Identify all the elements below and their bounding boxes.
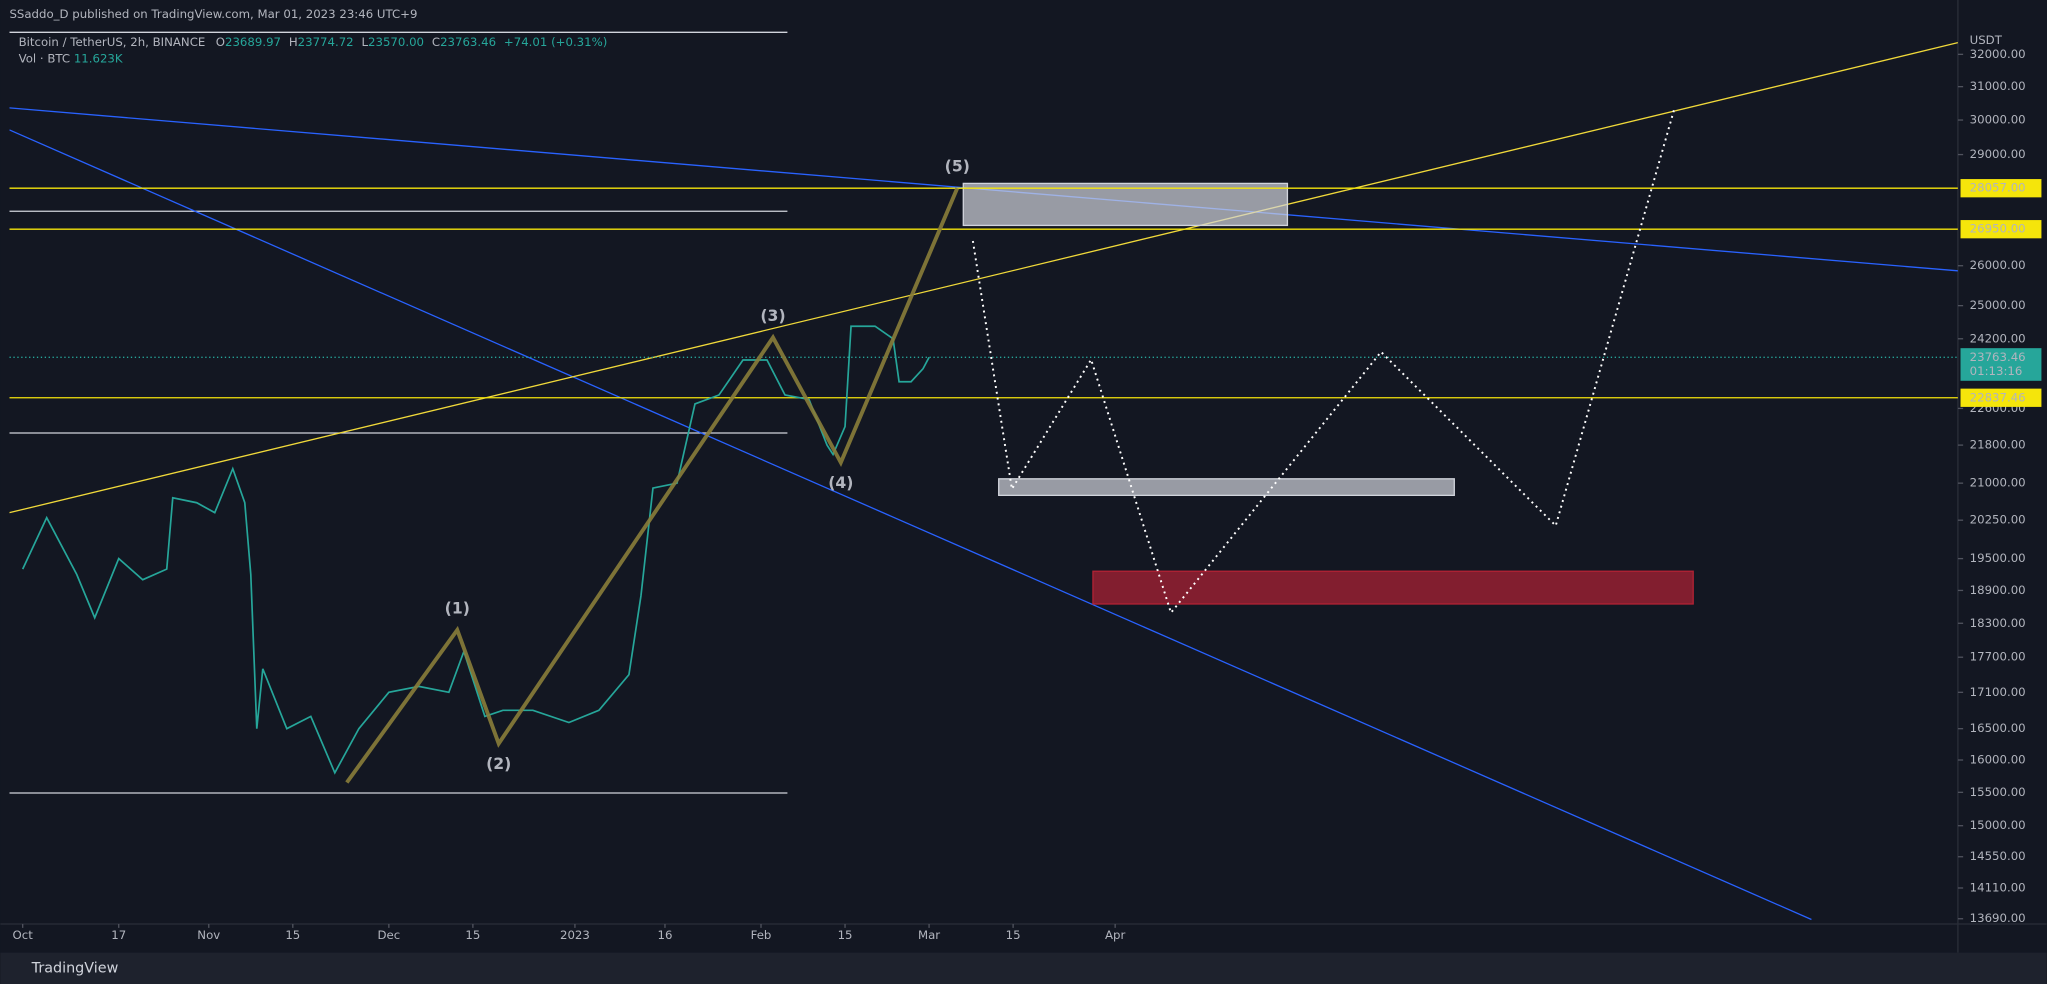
y-tick-label: 17700.00 — [1970, 650, 2026, 664]
y-tick-label: 31000.00 — [1970, 79, 2026, 93]
y-tick-label: 30000.00 — [1970, 113, 2026, 127]
wave-label: (2) — [486, 754, 511, 773]
x-tick-label: 2023 — [560, 928, 590, 942]
symbol-legend: Bitcoin / TetherUS, 2h, BINANCE O23689.97… — [19, 34, 608, 48]
wave-label: (1) — [445, 599, 470, 618]
author: SSaddo_D published on TradingView.com, M… — [9, 7, 417, 21]
y-tick-label: 15000.00 — [1970, 818, 2026, 832]
volume-name: Vol · BTC — [19, 51, 70, 65]
zone — [1092, 570, 1694, 605]
x-tick-label: 15 — [465, 928, 480, 942]
ohlc-value: 23774.72 — [298, 34, 354, 48]
trendline — [9, 129, 1812, 921]
y-tick-label: 21000.00 — [1970, 476, 2026, 490]
x-tick-label: 15 — [1006, 928, 1021, 942]
y-tick-label: 19500.00 — [1970, 551, 2026, 565]
wave-label: (5) — [945, 157, 970, 176]
zone — [962, 182, 1289, 227]
x-tick-label: Feb — [751, 928, 772, 942]
x-tick-label: Dec — [377, 928, 400, 942]
y-tick-label: 26000.00 — [1970, 258, 2026, 272]
y-tick-label: 18900.00 — [1970, 583, 2026, 597]
price-label: 28057.00 — [1970, 181, 2026, 195]
y-tick-label: 18300.00 — [1970, 616, 2026, 630]
x-tick-label: Apr — [1105, 928, 1125, 942]
x-tick-label: 15 — [285, 928, 300, 942]
price-label-box — [1960, 388, 2042, 407]
ohlc-key: H — [289, 34, 298, 48]
symbol: Bitcoin / TetherUS, 2h, BINANCE — [19, 34, 206, 48]
axes: 32000.00 31000.00 30000.00 29000.00 26000.00… — [13, 47, 2042, 942]
y-tick-label: 16500.00 — [1970, 721, 2026, 735]
x-tick-label: 17 — [111, 928, 126, 942]
price-label-box — [1960, 220, 2042, 239]
ohlc-value: 23689.97 — [225, 34, 281, 48]
plot: (1) (2) (3) (4) (5) — [9, 31, 1958, 921]
price-label: 22837.46 — [1970, 390, 2026, 404]
wave-label: (3) — [760, 306, 785, 325]
x-tick-label: 16 — [657, 928, 672, 942]
y-tick-label: 15500.00 — [1970, 785, 2026, 799]
wave-path — [345, 187, 960, 784]
ohlc-key: O — [216, 34, 225, 48]
trendline — [9, 42, 1958, 514]
ohlc-key: L — [362, 34, 369, 48]
price-unit: USDT — [1970, 33, 2003, 47]
y-tick-label: 14550.00 — [1970, 849, 2026, 863]
change: +74.01 (+0.31%) — [504, 34, 607, 48]
y-tick-label: 25000.00 — [1970, 298, 2026, 312]
y-tick-label: 24200.00 — [1970, 331, 2026, 345]
ohlc-value: 23763.46 — [440, 34, 496, 48]
countdown-label: 01:13:16 — [1970, 364, 2023, 378]
ohlc-value: 23570.00 — [368, 34, 424, 48]
y-tick-label: 17100.00 — [1970, 685, 2026, 699]
footer-bar — [0, 952, 2047, 984]
y-tick-label: 16000.00 — [1970, 753, 2026, 767]
y-tick-label: 32000.00 — [1970, 47, 2026, 61]
x-tick-label: Nov — [197, 928, 220, 942]
current-price-label: 23763.46 — [1970, 350, 2026, 364]
current-price-box — [1960, 348, 2042, 381]
price-label-box — [1960, 179, 2042, 198]
x-tick-label: Oct — [13, 928, 34, 942]
volume-value: 11.623K — [74, 51, 123, 65]
y-tick-label: 14110.00 — [1970, 880, 2026, 894]
x-tick-label: Mar — [918, 928, 940, 942]
y-tick-label: 20250.00 — [1970, 513, 2026, 527]
y-tick-label: 13690.00 — [1970, 911, 2026, 925]
zone — [998, 478, 1455, 497]
y-tick-label: 21800.00 — [1970, 438, 2026, 452]
ohlc-key: C — [432, 34, 440, 48]
wave-label: (4) — [828, 473, 853, 492]
y-tick-label: 29000.00 — [1970, 147, 2026, 161]
price-label: 26950.00 — [1970, 222, 2026, 236]
x-tick-label: 15 — [838, 928, 853, 942]
volume-legend: Vol · BTC 11.623K — [19, 51, 123, 65]
footer-brand: TradingView — [31, 960, 119, 976]
